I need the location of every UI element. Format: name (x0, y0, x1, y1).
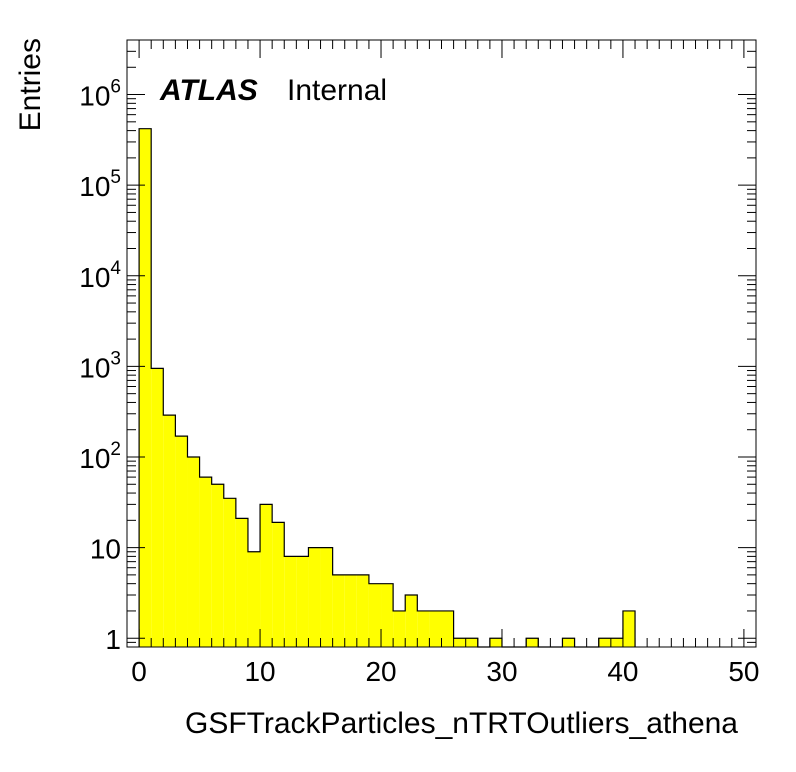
y-tick-label: 103 (79, 348, 121, 383)
histogram-bar (284, 556, 297, 647)
histogram-bar (260, 504, 273, 647)
y-tick-label: 102 (79, 439, 121, 474)
histogram-bar (405, 594, 418, 647)
x-axis-title: GSFTrackParticles_nTRTOutliers_athena (185, 707, 738, 740)
y-tick-label: 10 (90, 534, 121, 565)
histogram-bar (175, 436, 188, 647)
histogram-bar (368, 583, 382, 647)
histogram-bar (453, 638, 466, 647)
histogram-bar (598, 638, 611, 647)
histogram-bar (199, 477, 212, 647)
histogram-bar (441, 610, 454, 647)
y-axis-title: Entries (14, 38, 47, 131)
histogram-bar (223, 498, 236, 647)
y-tick-label: 105 (79, 167, 121, 202)
x-tick-label: 20 (365, 656, 396, 687)
histogram-bar (320, 547, 333, 647)
histogram-bar (429, 610, 442, 647)
x-tick-label: 40 (607, 656, 638, 687)
internal-label: Internal (287, 74, 387, 107)
histogram-bar (272, 522, 285, 647)
histogram-bar (526, 638, 539, 647)
x-tick-label: 50 (728, 656, 759, 687)
y-tick-label: 104 (79, 258, 121, 293)
histogram-bar (247, 551, 261, 647)
x-tick-label: 30 (486, 656, 517, 687)
histogram-bar (308, 547, 321, 647)
histogram-bar (381, 583, 394, 647)
atlas-label: ATLAS (159, 74, 258, 107)
histogram-bar (417, 610, 430, 647)
histogram-bar (211, 484, 224, 647)
histogram-bar (356, 574, 369, 647)
histogram-bar (489, 638, 502, 647)
histogram-bar (235, 518, 248, 647)
histogram-bar (622, 610, 636, 647)
histogram-bar (465, 638, 478, 647)
histogram-bar (332, 574, 345, 647)
histogram-bars (139, 128, 636, 647)
histogram-bar (393, 610, 406, 647)
x-tick-label: 10 (244, 656, 275, 687)
histogram-bar (187, 456, 200, 647)
x-tick-labels: 0 10 20 30 40 50 (131, 656, 759, 687)
histogram-bar (610, 638, 623, 647)
histogram-bar (139, 128, 152, 647)
x-tick-label: 0 (131, 656, 147, 687)
axis-ticks (126, 39, 757, 648)
histogram-bar (562, 638, 575, 647)
y-tick-label: 106 (79, 77, 121, 112)
histogram-bar (151, 368, 164, 647)
y-tick-labels: 1 10 102 103 104 105 106 (79, 77, 121, 656)
histogram-bar (296, 556, 309, 647)
histogram-bar (344, 574, 357, 647)
histogram-bar (163, 415, 176, 647)
y-tick-label: 1 (105, 624, 121, 655)
